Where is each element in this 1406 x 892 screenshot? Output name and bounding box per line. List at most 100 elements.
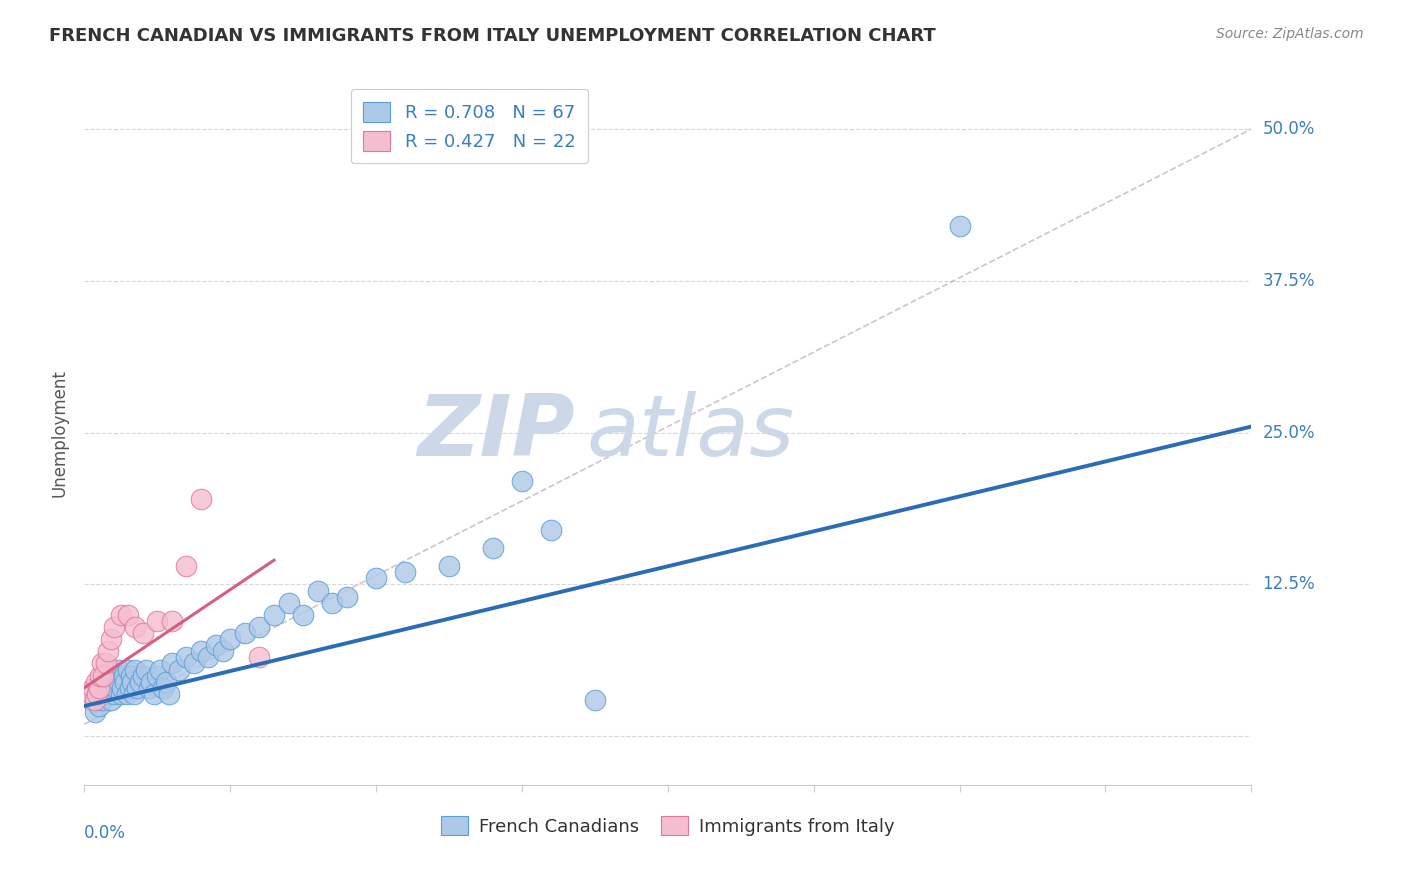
Point	[87, 681, 110, 695]
Point	[80, 687, 103, 701]
Point	[394, 566, 416, 580]
Point	[160, 657, 183, 671]
Point	[167, 663, 190, 677]
Point	[104, 668, 127, 682]
Point	[135, 663, 157, 677]
Point	[84, 674, 107, 689]
Text: Source: ZipAtlas.com: Source: ZipAtlas.com	[1216, 27, 1364, 41]
Point	[115, 687, 138, 701]
Text: atlas: atlas	[586, 391, 794, 475]
Point	[97, 681, 120, 695]
Text: ZIP: ZIP	[416, 391, 575, 475]
Point	[121, 674, 143, 689]
Point	[176, 650, 198, 665]
Point	[105, 681, 128, 695]
Point	[100, 632, 122, 647]
Point	[233, 626, 256, 640]
Text: 0.0%: 0.0%	[84, 823, 127, 842]
Point	[112, 668, 135, 682]
Point	[540, 523, 562, 537]
Text: 37.5%: 37.5%	[1263, 272, 1315, 290]
Point	[100, 693, 122, 707]
Point	[219, 632, 242, 647]
Point	[122, 687, 145, 701]
Point	[132, 626, 155, 640]
Point	[84, 687, 107, 701]
Point	[87, 681, 110, 695]
Point	[190, 644, 212, 658]
Point	[120, 668, 142, 682]
Point	[110, 607, 132, 622]
Point	[96, 657, 118, 671]
Text: FRENCH CANADIAN VS IMMIGRANTS FROM ITALY UNEMPLOYMENT CORRELATION CHART: FRENCH CANADIAN VS IMMIGRANTS FROM ITALY…	[49, 27, 936, 45]
Point	[82, 681, 104, 695]
Point	[321, 596, 343, 610]
Y-axis label: Unemployment: Unemployment	[51, 368, 69, 497]
Point	[949, 219, 972, 233]
Point	[98, 663, 121, 677]
Point	[83, 705, 105, 719]
Point	[117, 607, 139, 622]
Point	[80, 693, 103, 707]
Point	[86, 687, 108, 701]
Point	[87, 698, 110, 713]
Point	[510, 474, 533, 488]
Point	[277, 596, 299, 610]
Point	[190, 492, 212, 507]
Point	[152, 681, 174, 695]
Point	[336, 590, 359, 604]
Point	[117, 663, 139, 677]
Point	[292, 607, 315, 622]
Point	[103, 674, 125, 689]
Point	[146, 668, 169, 682]
Point	[160, 614, 183, 628]
Point	[96, 687, 118, 701]
Point	[138, 681, 160, 695]
Point	[143, 687, 166, 701]
Point	[91, 674, 114, 689]
Point	[204, 638, 226, 652]
Point	[212, 644, 235, 658]
Point	[107, 663, 129, 677]
Point	[96, 668, 118, 682]
Point	[108, 674, 131, 689]
Point	[157, 687, 180, 701]
Point	[128, 674, 150, 689]
Point	[103, 620, 125, 634]
Point	[146, 614, 169, 628]
Point	[249, 650, 271, 665]
Point	[125, 681, 148, 695]
Point	[124, 620, 146, 634]
Point	[89, 668, 111, 682]
Point	[111, 681, 134, 695]
Point	[90, 693, 112, 707]
Point	[583, 693, 606, 707]
Point	[155, 674, 177, 689]
Point	[101, 681, 124, 695]
Point	[176, 559, 198, 574]
Point	[307, 583, 329, 598]
Point	[103, 687, 125, 701]
Point	[263, 607, 285, 622]
Point	[97, 644, 120, 658]
Point	[366, 571, 388, 585]
Legend: French Canadians, Immigrants from Italy: French Canadians, Immigrants from Italy	[430, 805, 905, 847]
Point	[183, 657, 205, 671]
Point	[132, 668, 155, 682]
Point	[482, 541, 505, 555]
Point	[437, 559, 460, 574]
Point	[114, 674, 136, 689]
Point	[110, 687, 132, 701]
Text: 12.5%: 12.5%	[1263, 575, 1315, 593]
Point	[149, 663, 172, 677]
Text: 50.0%: 50.0%	[1263, 120, 1315, 138]
Point	[90, 657, 112, 671]
Text: 25.0%: 25.0%	[1263, 424, 1315, 442]
Point	[197, 650, 219, 665]
Point	[249, 620, 271, 634]
Point	[124, 663, 146, 677]
Point	[141, 674, 163, 689]
Point	[118, 681, 141, 695]
Point	[91, 668, 114, 682]
Point	[83, 693, 105, 707]
